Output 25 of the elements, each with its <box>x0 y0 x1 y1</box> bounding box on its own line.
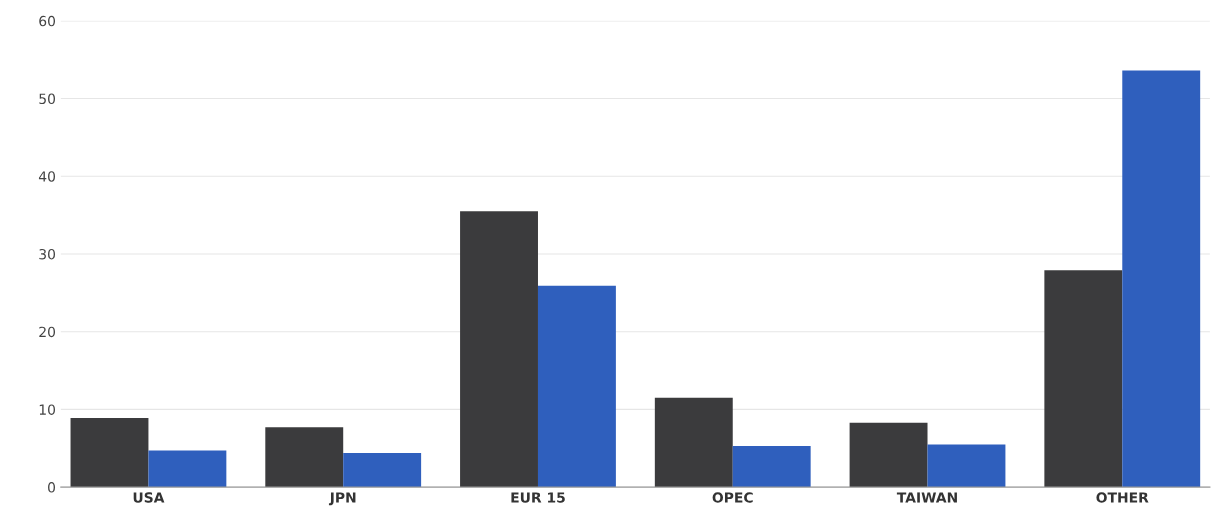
y-tick-label: 10 <box>39 404 56 415</box>
x-tick-label: USA <box>133 492 165 503</box>
bar <box>1122 70 1201 488</box>
x-tick-label: TAIWAN <box>896 492 957 503</box>
bar <box>148 450 227 488</box>
bar <box>849 422 928 488</box>
x-tick-label: EUR 15 <box>511 492 565 503</box>
bar <box>460 211 538 488</box>
bar <box>70 417 149 488</box>
y-tick-label: 40 <box>38 171 56 182</box>
y-tick-label: 0 <box>48 482 56 493</box>
bar <box>343 452 422 488</box>
bar <box>537 285 616 488</box>
y-tick-label: 50 <box>39 93 56 105</box>
bar <box>1044 270 1123 488</box>
y-tick-label: 20 <box>39 326 56 338</box>
y-tick-label: 30 <box>39 248 56 260</box>
bar <box>927 444 1006 488</box>
x-tick-label: OTHER <box>1096 492 1149 503</box>
bar <box>265 427 344 488</box>
y-tick-label: 60 <box>39 15 56 27</box>
bar <box>654 397 733 488</box>
x-tick-label: OPEC <box>712 492 753 503</box>
bar <box>732 445 811 488</box>
x-tick-label: JPN <box>328 492 356 506</box>
